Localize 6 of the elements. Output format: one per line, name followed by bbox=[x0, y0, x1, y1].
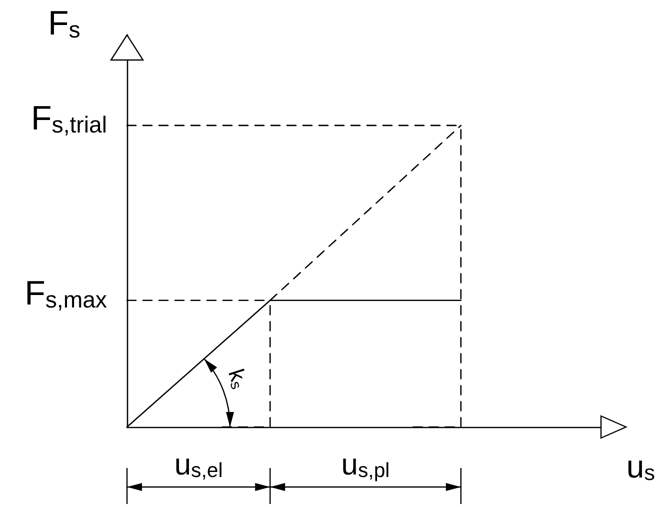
text: F$_{s,max}$ bbox=[24, 274, 107, 313]
text: u$_{s,pl}$ bbox=[341, 448, 390, 482]
y-axis-title: F$_{s}$ bbox=[48, 4, 80, 43]
text: F$_{s,trial}$ bbox=[31, 100, 107, 138]
x-axis-title: u$_{s}$ bbox=[626, 448, 655, 485]
text: u$_{s,el}$ bbox=[174, 448, 223, 482]
